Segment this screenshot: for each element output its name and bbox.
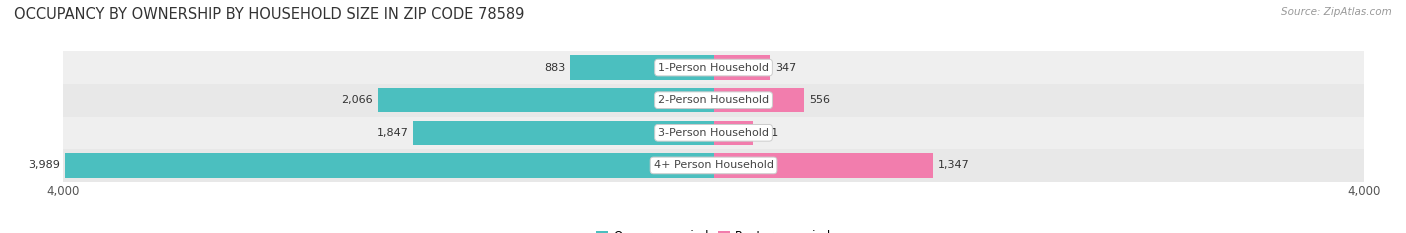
Text: 883: 883	[544, 63, 565, 72]
Text: 4+ Person Household: 4+ Person Household	[654, 161, 773, 170]
Text: 2-Person Household: 2-Person Household	[658, 95, 769, 105]
Text: 1,847: 1,847	[377, 128, 408, 138]
Bar	[63, 84, 1364, 116]
Bar	[63, 51, 1364, 84]
Text: 1-Person Household: 1-Person Household	[658, 63, 769, 72]
Text: 3,989: 3,989	[28, 161, 60, 170]
Bar	[65, 153, 713, 178]
Bar	[63, 116, 1364, 149]
Bar	[413, 121, 713, 145]
Text: OCCUPANCY BY OWNERSHIP BY HOUSEHOLD SIZE IN ZIP CODE 78589: OCCUPANCY BY OWNERSHIP BY HOUSEHOLD SIZE…	[14, 7, 524, 22]
Bar	[713, 153, 932, 178]
Bar	[713, 55, 770, 80]
Text: 556: 556	[808, 95, 830, 105]
Text: 347: 347	[775, 63, 796, 72]
Bar	[713, 88, 804, 112]
Text: 3-Person Household: 3-Person Household	[658, 128, 769, 138]
Bar	[569, 55, 713, 80]
Text: 1,347: 1,347	[938, 161, 969, 170]
Text: 2,066: 2,066	[342, 95, 373, 105]
Text: 241: 241	[758, 128, 779, 138]
Bar	[63, 149, 1364, 182]
Legend: Owner-occupied, Renter-occupied: Owner-occupied, Renter-occupied	[592, 225, 835, 233]
Bar	[713, 121, 752, 145]
Bar	[378, 88, 713, 112]
Text: Source: ZipAtlas.com: Source: ZipAtlas.com	[1281, 7, 1392, 17]
